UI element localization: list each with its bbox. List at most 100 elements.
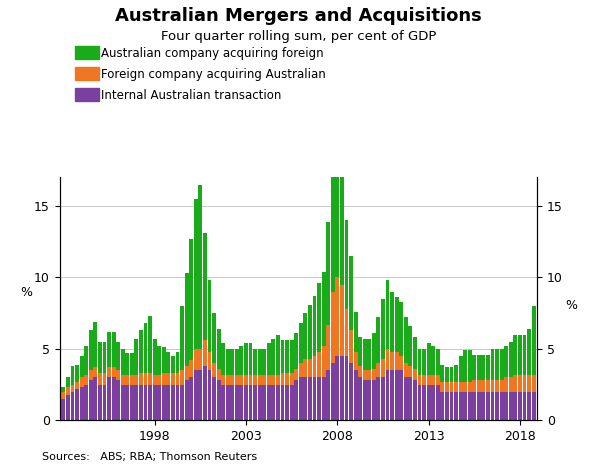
Bar: [194, 349, 198, 370]
Bar: [317, 377, 321, 420]
Bar: [518, 334, 522, 375]
Bar: [454, 392, 458, 420]
Bar: [372, 380, 376, 420]
Bar: [454, 382, 458, 392]
Bar: [258, 349, 261, 375]
Bar: [377, 377, 380, 420]
Bar: [61, 388, 65, 392]
Bar: [130, 385, 134, 420]
Bar: [427, 343, 430, 375]
Bar: [144, 373, 147, 385]
Bar: [167, 373, 170, 385]
Bar: [331, 292, 335, 363]
Bar: [93, 322, 97, 368]
Bar: [189, 239, 193, 361]
Bar: [509, 392, 513, 420]
Bar: [171, 385, 175, 420]
Bar: [336, 277, 339, 356]
Bar: [504, 346, 508, 377]
Bar: [381, 359, 385, 377]
Bar: [75, 389, 79, 420]
Bar: [477, 392, 481, 420]
Bar: [171, 356, 175, 373]
Bar: [176, 373, 180, 385]
Bar: [358, 377, 362, 420]
Bar: [326, 222, 330, 325]
Bar: [248, 375, 253, 385]
Bar: [299, 377, 303, 420]
Bar: [221, 385, 225, 420]
Bar: [212, 377, 216, 420]
Bar: [313, 356, 316, 377]
Bar: [107, 377, 111, 420]
Bar: [134, 375, 139, 385]
Bar: [157, 385, 161, 420]
Bar: [468, 392, 472, 420]
Bar: [472, 380, 476, 392]
Bar: [61, 399, 65, 420]
Bar: [139, 385, 143, 420]
Bar: [107, 332, 111, 368]
Bar: [198, 184, 202, 349]
Bar: [399, 370, 403, 420]
Bar: [381, 299, 385, 359]
Bar: [477, 354, 481, 380]
Bar: [153, 375, 156, 385]
Bar: [349, 256, 353, 330]
Bar: [500, 349, 504, 380]
Bar: [381, 377, 385, 420]
Bar: [340, 356, 344, 420]
Bar: [317, 352, 321, 377]
Bar: [157, 346, 161, 375]
Bar: [495, 392, 499, 420]
Bar: [75, 382, 79, 389]
Bar: [212, 313, 216, 363]
Bar: [79, 356, 84, 377]
Bar: [285, 340, 289, 373]
Bar: [290, 340, 294, 373]
Bar: [395, 352, 399, 370]
Bar: [221, 375, 225, 385]
Bar: [290, 373, 294, 385]
Bar: [408, 377, 413, 420]
Bar: [176, 385, 180, 420]
Bar: [322, 272, 325, 346]
Bar: [513, 392, 518, 420]
Bar: [189, 361, 193, 377]
Bar: [130, 375, 134, 385]
Bar: [189, 377, 193, 420]
Bar: [308, 304, 312, 359]
Bar: [235, 385, 239, 420]
Bar: [522, 375, 527, 392]
Bar: [450, 368, 453, 382]
Bar: [386, 349, 389, 370]
Bar: [522, 334, 527, 375]
Bar: [427, 375, 430, 385]
Bar: [70, 366, 75, 385]
Bar: [235, 375, 239, 385]
Bar: [294, 333, 298, 369]
Bar: [285, 385, 289, 420]
Bar: [258, 375, 261, 385]
Bar: [162, 373, 166, 385]
Bar: [134, 385, 139, 420]
Bar: [230, 385, 234, 420]
Text: Foreign company acquiring Australian: Foreign company acquiring Australian: [101, 68, 326, 81]
Text: Australian Mergers and Acquisitions: Australian Mergers and Acquisitions: [115, 7, 482, 25]
Bar: [468, 350, 472, 382]
Bar: [230, 349, 234, 375]
Bar: [344, 309, 349, 356]
Bar: [458, 356, 463, 382]
Bar: [358, 366, 362, 377]
Bar: [367, 339, 371, 370]
Bar: [70, 385, 75, 392]
Bar: [445, 368, 449, 382]
Bar: [372, 333, 376, 369]
Bar: [422, 349, 426, 375]
Bar: [458, 392, 463, 420]
Bar: [482, 392, 485, 420]
Bar: [98, 342, 102, 373]
Bar: [226, 349, 230, 375]
Bar: [112, 377, 115, 420]
Bar: [477, 380, 481, 392]
